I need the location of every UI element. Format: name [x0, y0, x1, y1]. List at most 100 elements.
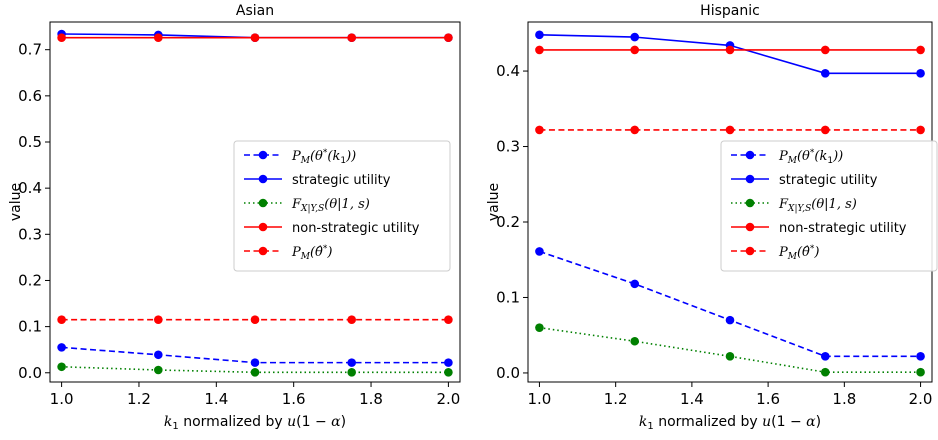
series-3-point	[57, 33, 66, 42]
legend: PM(θ*(k1)) strategic utility FX|Y,S(θ|1, s…	[720, 140, 938, 272]
legend-label: strategic utility	[779, 173, 878, 188]
series-1-point	[916, 69, 925, 78]
series-4-point	[725, 125, 735, 135]
legend-marker	[745, 174, 755, 184]
series-1-point	[820, 69, 830, 78]
legend-marker	[258, 174, 268, 184]
series-4-point	[444, 315, 453, 324]
legend-label: FX|Y,S(θ|1, s)	[291, 197, 370, 214]
legend-marker	[258, 222, 268, 232]
series-2-point	[250, 368, 260, 377]
series-3-point	[820, 45, 830, 55]
legend-box	[720, 140, 938, 272]
series-3-point	[250, 33, 260, 42]
series-0-point	[444, 358, 453, 367]
y-tick-label: 0.1	[18, 318, 42, 336]
chart-panel-asian: Asian 1.0 1.2 1.4 1.6 1.8 2.0 0.0 0.1 0.2 0.3 0.4 0.…	[8, 3, 461, 432]
series-1-point	[630, 32, 640, 42]
series-2-point	[347, 368, 356, 377]
series-0-point	[916, 352, 925, 361]
series-0-point	[630, 279, 640, 289]
series-3-point	[916, 45, 925, 55]
legend-marker	[745, 150, 755, 160]
series-4-point	[250, 315, 260, 324]
x-axis-label: k1 normalized by u(1 − α)	[639, 414, 821, 432]
x-tick-label: 1.2	[127, 390, 151, 408]
series-line-2	[539, 326, 921, 373]
x-tick-label: 2.0	[436, 390, 460, 408]
series-2-point	[630, 336, 640, 346]
series-0-point	[820, 352, 830, 361]
y-tick-label: 0.3	[496, 138, 520, 156]
series-2-point	[154, 365, 163, 375]
legend-label: PM(θ̂*)	[778, 244, 819, 262]
legend-label: PM(θ*(k1))	[778, 148, 843, 166]
legend-marker	[258, 246, 268, 256]
legend-label: PM(θ*(k1))	[291, 148, 356, 166]
panel-title: Asian	[236, 3, 274, 19]
series-3-point	[725, 45, 735, 55]
series-4-point	[820, 125, 830, 135]
y-tick-label: 0.1	[496, 288, 520, 306]
legend-marker	[258, 198, 268, 208]
series-1-point	[535, 30, 544, 40]
y-tick-label: 0.5	[18, 133, 42, 151]
legend-label: non-strategic utility	[292, 221, 420, 236]
x-tick-label: 1.0	[528, 390, 552, 408]
x-tick-label: 1.2	[604, 390, 628, 408]
y-axis-label: value	[486, 183, 502, 221]
chart-panel-hispanic: Hispanic 1.0 1.2 1.4 1.6 1.8 2.0 0.0 0.1 0.2 0.3 0.…	[486, 3, 938, 432]
x-tick-label: 1.6	[282, 390, 306, 408]
series-2-point	[916, 367, 925, 377]
y-tick-label: 0.4	[496, 62, 520, 80]
series-3-point	[535, 45, 544, 55]
series-0-point	[250, 358, 260, 367]
legend-label: PM(θ̂*)	[291, 244, 332, 262]
x-tick-label: 1.8	[359, 390, 383, 408]
series-2-point	[820, 367, 830, 377]
x-tick-label: 1.8	[832, 390, 856, 408]
series-2-point	[725, 352, 735, 361]
series-0-point	[154, 350, 163, 360]
legend: PM(θ*(k1)) strategic utility FX|Y,S(θ|1, s…	[233, 140, 451, 272]
legend-box	[233, 140, 451, 272]
x-tick-label: 2.0	[909, 390, 933, 408]
series-4-point	[535, 125, 544, 135]
legend-label: strategic utility	[292, 173, 391, 188]
legend-marker	[745, 246, 755, 256]
series-3-point	[630, 45, 640, 55]
y-tick-label: 0.0	[18, 364, 42, 382]
series-0-point	[57, 343, 66, 352]
series-2-point	[57, 362, 66, 372]
series-2-point	[444, 368, 453, 377]
series-0-point	[347, 358, 356, 367]
series-4-point	[916, 125, 925, 135]
legend-marker	[258, 150, 268, 160]
series-4-point	[154, 315, 163, 324]
series-4-point	[630, 125, 640, 135]
x-tick-label: 1.0	[50, 390, 74, 408]
x-tick-label: 1.4	[204, 390, 228, 408]
series-0-point	[535, 247, 544, 256]
y-tick-label: 0.6	[18, 87, 42, 105]
y-axis-label: value	[8, 183, 24, 221]
legend-label: non-strategic utility	[779, 221, 907, 236]
y-tick-label: 0.4	[18, 179, 42, 197]
series-3-point	[444, 33, 453, 42]
axes-frame	[49, 21, 461, 383]
y-tick-label: 0.3	[18, 225, 42, 243]
legend-label: FX|Y,S(θ|1, s)	[778, 197, 857, 214]
panel-title: Hispanic	[700, 3, 760, 19]
legend-marker	[745, 198, 755, 208]
series-0-point	[725, 315, 735, 325]
series-4-point	[57, 315, 66, 324]
y-tick-label: 0.2	[18, 271, 42, 289]
x-tick-label: 1.6	[756, 390, 780, 408]
series-3-point	[347, 33, 356, 42]
y-tick-label: 0.0	[496, 364, 520, 382]
series-4-point	[347, 315, 356, 324]
series-3-point	[154, 33, 163, 42]
x-axis-label: k1 normalized by u(1 − α)	[164, 414, 346, 432]
legend-marker	[745, 222, 755, 232]
